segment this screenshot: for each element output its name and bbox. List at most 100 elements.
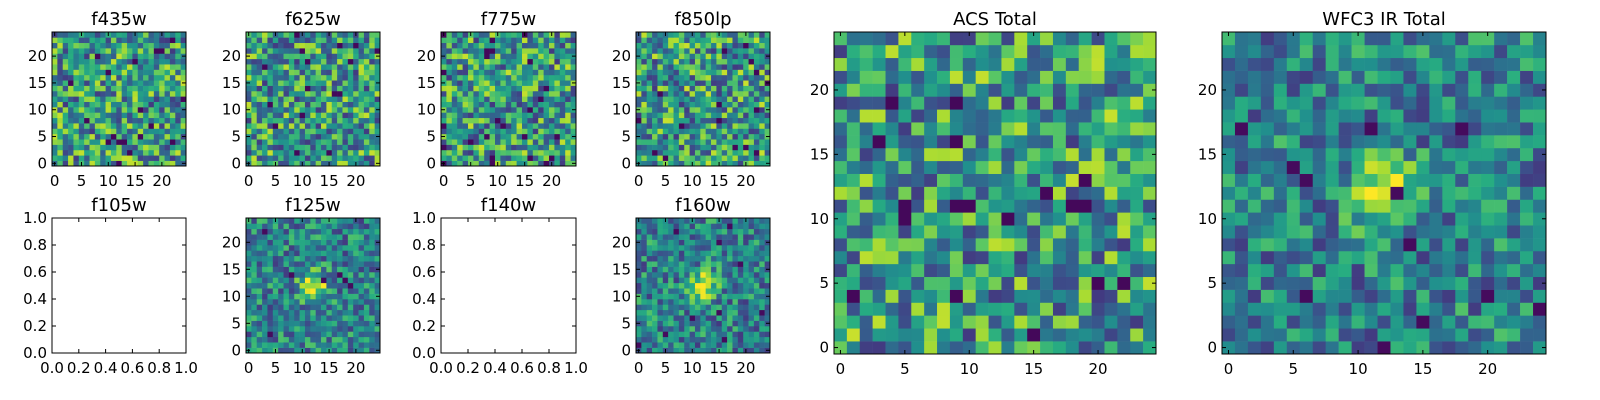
heatmap-cell <box>68 144 74 151</box>
heatmap-cell <box>1078 83 1092 97</box>
heatmap-cell <box>84 58 90 65</box>
heatmap-cell <box>363 277 370 284</box>
heatmap-cell <box>684 96 690 102</box>
heatmap-cell <box>342 347 349 354</box>
heatmap-cell <box>315 96 322 102</box>
heatmap-cell <box>374 261 381 267</box>
heatmap-cell <box>636 299 642 305</box>
heatmap-cell <box>84 32 90 38</box>
heatmap-cell <box>62 90 69 97</box>
heatmap-cell <box>662 101 669 108</box>
heatmap-cell <box>743 309 749 316</box>
heatmap-cell <box>737 64 744 70</box>
heatmap-cell <box>353 85 359 92</box>
heatmap-cell <box>543 155 550 161</box>
heatmap-cell <box>673 245 680 251</box>
heatmap-cell <box>462 74 469 81</box>
heatmap-cell <box>84 139 90 145</box>
heatmap-cell <box>737 123 744 129</box>
heatmap-cell <box>543 112 550 119</box>
heatmap-cell <box>1260 225 1275 239</box>
heatmap-cell <box>570 69 577 76</box>
heatmap-cell <box>363 117 370 124</box>
heatmap-cell <box>137 42 144 49</box>
heatmap-cell <box>347 293 354 300</box>
heatmap-cell <box>353 293 359 300</box>
heatmap-cell <box>369 326 375 332</box>
heatmap-cell <box>662 80 669 86</box>
heatmap-cell <box>668 347 674 354</box>
heatmap-cell <box>662 155 669 161</box>
heatmap-cell <box>700 37 706 44</box>
heatmap-cell <box>705 272 712 278</box>
heatmap-cell <box>262 234 268 240</box>
heatmap-cell <box>646 342 653 348</box>
heatmap-cell <box>689 331 696 338</box>
heatmap-cell <box>159 149 165 156</box>
heatmap-cell <box>1104 341 1118 355</box>
heatmap-cell <box>283 299 290 305</box>
heatmap-cell <box>342 326 349 332</box>
heatmap-cell <box>331 282 338 289</box>
heatmap-cell <box>256 160 263 167</box>
heatmap-cell <box>347 160 354 167</box>
heatmap-cell <box>705 315 712 321</box>
heatmap-cell <box>446 58 453 65</box>
heatmap-cell <box>1052 263 1067 278</box>
heatmap-cell <box>358 96 365 102</box>
heatmap-cell <box>1117 186 1131 200</box>
heatmap-cell <box>489 58 496 65</box>
heatmap-cell <box>549 53 555 60</box>
heatmap-cell <box>673 282 680 289</box>
heatmap-cell <box>1455 250 1469 265</box>
heatmap-cell <box>1403 289 1417 303</box>
y-tick-label: 0 <box>231 341 241 359</box>
heatmap-cell <box>110 42 117 49</box>
heatmap-cell <box>1130 122 1144 136</box>
heatmap-cell <box>137 139 144 145</box>
heatmap-cell <box>565 112 571 119</box>
heatmap-cell <box>246 282 252 289</box>
heatmap-cell <box>652 239 658 246</box>
heatmap-cell <box>1014 122 1028 136</box>
heatmap-cell <box>678 277 685 284</box>
heatmap-cell <box>342 320 349 327</box>
heatmap-cell <box>283 326 290 332</box>
x-tick-label: 0.0 <box>429 359 453 377</box>
heatmap-cell <box>358 228 365 235</box>
heatmap-cell <box>1403 315 1417 329</box>
heatmap-cell <box>732 336 739 343</box>
heatmap-cell <box>711 144 717 151</box>
heatmap-cell <box>1533 341 1547 355</box>
heatmap-cell <box>283 309 290 316</box>
heatmap-cell <box>326 315 333 321</box>
heatmap-cell <box>1416 250 1430 265</box>
heatmap-cell <box>516 96 523 102</box>
heatmap-cell <box>369 315 375 321</box>
heatmap-cell <box>753 117 760 124</box>
heatmap-cell <box>310 80 316 86</box>
heatmap-cell <box>100 149 106 156</box>
heatmap-cell <box>721 293 728 300</box>
heatmap-cell <box>68 149 74 156</box>
heatmap-cell <box>721 261 728 267</box>
heatmap-cell <box>646 293 653 300</box>
heatmap-cell <box>500 58 507 65</box>
heatmap-cell <box>326 90 333 97</box>
heatmap-cell <box>975 328 989 342</box>
heatmap-cell <box>1299 263 1314 278</box>
heatmap-cell <box>1234 328 1249 342</box>
heatmap-cell <box>716 272 723 278</box>
heatmap-cell <box>716 255 723 262</box>
heatmap-cell <box>363 37 370 44</box>
heatmap-cell <box>262 261 268 267</box>
heatmap-cell <box>543 58 550 65</box>
heatmap-cell <box>363 218 370 224</box>
heatmap-cell <box>62 74 69 81</box>
heatmap-cell <box>441 74 447 81</box>
heatmap-cell <box>294 112 300 119</box>
heatmap-cell <box>684 272 690 278</box>
heatmap-cell <box>363 48 370 54</box>
heatmap-cell <box>267 53 274 60</box>
heatmap-cell <box>1403 276 1417 290</box>
